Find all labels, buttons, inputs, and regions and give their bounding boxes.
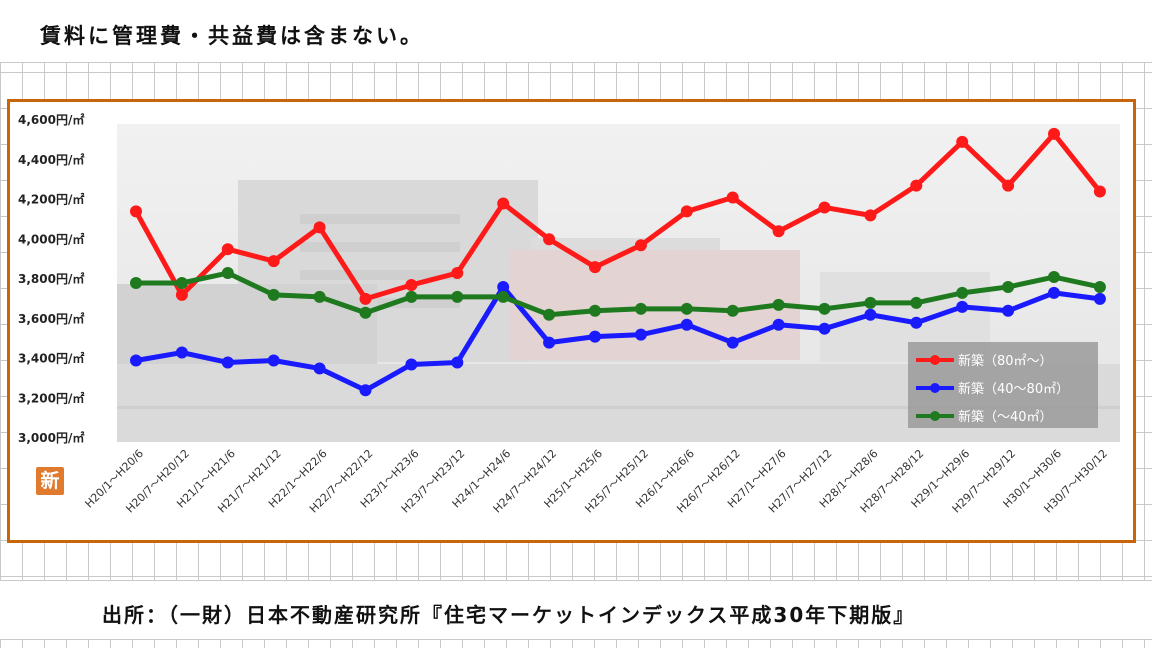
data-point [175, 346, 188, 359]
chart-legend: 新築（80㎡～） 新築（40～80㎡） 新築（～40㎡） [908, 342, 1098, 428]
data-point [497, 280, 510, 293]
y-tick-label: 3,400円/㎡ [18, 351, 84, 366]
data-point [497, 290, 510, 303]
y-tick-label: 3,200円/㎡ [18, 390, 84, 405]
y-tick-label: 4,600円/㎡ [18, 112, 84, 127]
data-point [956, 135, 969, 148]
data-point [405, 358, 418, 371]
chart-series [130, 127, 1106, 397]
data-point [221, 243, 234, 256]
legend-box [908, 342, 1098, 428]
data-point [313, 221, 326, 234]
note-band: 賃料に管理費・共益費は含まない。 [0, 0, 1152, 63]
data-point [589, 330, 601, 343]
data-point [1002, 179, 1015, 192]
data-point [680, 302, 693, 315]
legend-swatch-marker [930, 355, 940, 365]
data-point [175, 276, 188, 289]
data-point [680, 205, 693, 218]
data-point [818, 302, 831, 315]
legend-swatch-marker [930, 383, 940, 393]
data-point [910, 179, 923, 192]
data-point [818, 322, 831, 335]
data-point [451, 267, 464, 280]
data-point [267, 255, 280, 268]
data-point [543, 233, 556, 246]
data-point [589, 304, 601, 317]
data-point [772, 225, 785, 238]
data-point [405, 290, 418, 303]
y-tick-label: 3,600円/㎡ [18, 311, 84, 326]
data-point [130, 205, 142, 218]
legend-label: 新築（80㎡～） [958, 353, 1053, 369]
y-tick-label: 4,200円/㎡ [18, 192, 84, 207]
source-band: 出所：（一財）日本不動産研究所『住宅マーケットインデックス平成30年下期版』 [0, 580, 1152, 640]
new-build-badge-icon: 新 [36, 467, 64, 495]
y-tick-label: 4,000円/㎡ [18, 231, 84, 246]
rent-note: 賃料に管理費・共益費は含まない。 [40, 24, 424, 48]
source-citation: 出所：（一財）日本不動産研究所『住宅マーケットインデックス平成30年下期版』 [102, 603, 916, 627]
y-tick-label: 4,400円/㎡ [18, 152, 84, 167]
data-point [772, 318, 785, 331]
data-point [1048, 286, 1060, 299]
data-point [359, 384, 372, 397]
y-tick-label: 3,800円/㎡ [18, 271, 84, 286]
data-point [772, 298, 785, 311]
data-point [451, 290, 464, 303]
data-point [634, 328, 647, 341]
data-point [634, 302, 647, 315]
data-point [1002, 280, 1015, 293]
rent-line-chart: 4,600円/㎡ 4,400円/㎡ 4,200円/㎡ 4,000円/㎡ 3,800円/㎡… [18, 112, 1120, 515]
data-point [1002, 304, 1015, 317]
data-point [1048, 271, 1060, 284]
data-point [1093, 280, 1106, 293]
legend-swatch-marker [930, 411, 940, 421]
data-point [864, 209, 877, 222]
data-point [680, 318, 693, 331]
data-point [221, 267, 234, 280]
data-point [864, 296, 877, 309]
data-point [1093, 292, 1106, 305]
series-line-2 [135, 284, 1101, 393]
data-point [910, 296, 923, 309]
data-point [543, 308, 556, 321]
legend-label: 新築（～40㎡） [958, 409, 1053, 425]
data-point [130, 276, 142, 289]
data-point [405, 278, 418, 291]
data-point [497, 197, 510, 210]
data-point [910, 316, 923, 329]
data-point [313, 290, 326, 303]
data-point [1093, 185, 1106, 198]
data-point [1048, 127, 1060, 140]
data-point [726, 336, 739, 349]
data-point [267, 288, 280, 301]
data-point [359, 306, 372, 319]
series-line-1 [133, 131, 1102, 302]
data-point [634, 239, 647, 252]
data-point [130, 354, 142, 367]
data-point [726, 304, 739, 317]
data-point [267, 354, 280, 367]
data-point [451, 356, 464, 369]
data-point [313, 362, 326, 375]
data-point [589, 261, 601, 274]
data-point [818, 201, 831, 214]
y-tick-label: 3,000円/㎡ [18, 430, 84, 445]
data-point [543, 336, 556, 349]
data-point [221, 356, 234, 369]
series-line-3 [136, 270, 1101, 318]
data-point [359, 292, 372, 305]
legend-label: 新築（40～80㎡） [958, 381, 1069, 397]
data-point [864, 308, 877, 321]
chart-frame: 4,600円/㎡ 4,400円/㎡ 4,200円/㎡ 4,000円/㎡ 3,800円/㎡… [7, 99, 1136, 543]
data-point [956, 300, 969, 313]
data-point [175, 288, 188, 301]
data-point [726, 191, 739, 204]
data-point [956, 286, 969, 299]
